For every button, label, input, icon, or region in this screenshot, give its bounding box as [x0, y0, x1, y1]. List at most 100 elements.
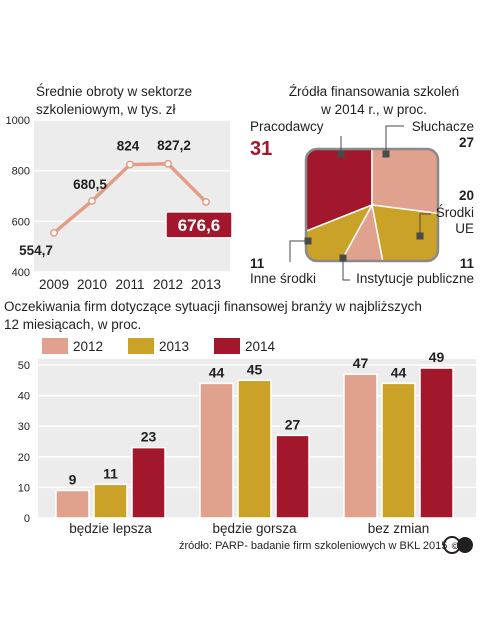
pie-leader-line	[385, 125, 404, 154]
bar-chart-bars: 9 11 23 44 45 27 47 44 49	[55, 349, 454, 519]
copyright-text: ©P	[452, 541, 465, 551]
line-chart-highlight-box	[165, 211, 233, 239]
bar-chart-title-line-1: Oczekiwania firm dotyczące sytuacji fina…	[4, 299, 422, 314]
line-chart-y-tick: 600	[12, 216, 30, 228]
pie-label: Słuchacze	[412, 119, 474, 134]
pie-slice	[306, 203, 374, 261]
pie-label: Pracodawcy	[250, 119, 324, 134]
pie-chart-title-line-2: w 2014 r., w proc.	[320, 102, 427, 117]
line-chart-x-tick: 2009	[39, 277, 69, 292]
pie-slice	[313, 202, 396, 261]
bar-chart-y-tick: 0	[24, 513, 30, 525]
bar-chart-y-tick: 40	[18, 391, 30, 403]
line-chart-x-ticks: 2009 2010 2011 2012 2013	[39, 277, 221, 292]
line-chart-point	[50, 228, 58, 237]
pie-value: 11	[460, 256, 475, 271]
bar-value-label: 23	[141, 429, 157, 445]
bar	[199, 382, 234, 519]
line-chart-y-ticks: 400 600 800 1000	[6, 115, 30, 279]
legend-swatch	[42, 338, 68, 354]
pie-label: Inne środki	[250, 271, 316, 286]
pie-leader-line	[289, 240, 308, 262]
bar-value-label: 9	[69, 471, 77, 487]
pie-label: Środki	[436, 205, 474, 220]
bar-value-label: 44	[391, 364, 407, 380]
line-chart-x-tick: 2013	[191, 277, 221, 292]
bar-chart-category-labels: będzie lepsza będzie gorsza bez zmian	[69, 521, 429, 536]
bar-category-label: będzie lepsza	[69, 521, 152, 536]
line-chart-title-line-2: szkoleniowym, w tys. zł	[36, 102, 176, 117]
pie-value: 27	[459, 135, 474, 150]
line-chart-y-tick: 400	[12, 267, 30, 279]
line-chart-plot-area	[34, 120, 230, 272]
line-chart-data-label: 554,7	[19, 243, 53, 258]
bar	[131, 446, 166, 519]
pie-chart-title-line-1: Źródła finansowania szkoleń	[289, 84, 459, 99]
line-chart-y-tick: 800	[12, 166, 30, 178]
legend-swatch	[128, 338, 154, 354]
bar-chart-y-ticks: 0 10 20 30 40 50	[18, 360, 30, 525]
pie-chart-frame	[304, 147, 440, 263]
bar	[275, 434, 310, 519]
pie-leader-marker	[337, 150, 345, 158]
bar-value-label: 47	[353, 355, 369, 371]
line-chart-point	[164, 159, 172, 168]
pie-leader-marker	[339, 254, 347, 262]
bar-chart-y-tick: 50	[18, 360, 30, 372]
line-chart-point	[126, 160, 134, 169]
line-chart-y-tick: 1000	[6, 115, 30, 127]
bar-value-label: 44	[209, 364, 225, 380]
line-chart-data-label: 680,5	[73, 177, 107, 192]
bar	[93, 483, 128, 519]
pie-leader-line	[342, 258, 350, 281]
line-chart-x-tick: 2010	[77, 277, 107, 292]
bar-category-label: będzie gorsza	[212, 521, 297, 536]
line-chart-data-label: 827,2	[157, 138, 191, 153]
pie-value: 20	[459, 188, 474, 203]
bar-chart-legend: 2012 2013 2014	[42, 338, 276, 354]
bar-chart-title-line-2: 12 miesiącach, w proc.	[4, 317, 141, 332]
pie-leader-marker	[382, 150, 390, 158]
pie-label: Instytucje publiczne	[356, 271, 474, 286]
line-chart-data-labels: 554,7 680,5 824 827,2 676,6	[19, 138, 233, 258]
bar-value-label: 27	[285, 416, 301, 432]
bar	[343, 373, 378, 519]
line-chart-x-tick: 2012	[153, 277, 183, 292]
bar-category-label: bez zmian	[368, 521, 430, 536]
pie-value: 31	[250, 138, 272, 160]
line-chart-points	[50, 159, 210, 237]
line-chart-data-label: 824	[117, 139, 140, 154]
pie-slice	[371, 149, 438, 221]
bar	[237, 379, 272, 519]
bar-value-label: 45	[247, 361, 263, 377]
copyright-logo: ©P	[443, 536, 473, 554]
legend-label: 2012	[73, 339, 103, 354]
legend-label: 2013	[159, 339, 189, 354]
pie-leader-marker	[416, 232, 424, 240]
bar	[381, 382, 416, 519]
pie-chart-annotations: Pracodawcy31Słuchacze2720ŚrodkiUE11Insty…	[250, 119, 474, 286]
line-chart-point	[202, 197, 210, 206]
pie-slice	[371, 204, 438, 261]
pie-leader-marker	[304, 237, 312, 245]
bar-value-label: 11	[103, 465, 118, 481]
pie-chart-slices	[306, 149, 438, 261]
bar-chart-y-tick: 20	[18, 452, 30, 464]
bar-value-label: 49	[429, 349, 445, 365]
source-note: źródło: PARP- badanie firm szkoleniowych…	[179, 540, 447, 552]
bar	[55, 489, 90, 519]
bar-chart-y-tick: 10	[18, 482, 30, 494]
line-chart-x-tick: 2011	[115, 277, 144, 292]
legend-swatch	[214, 338, 240, 354]
bar-chart-y-tick: 30	[18, 421, 30, 433]
bar	[419, 367, 454, 519]
pie-label: UE	[455, 221, 474, 236]
legend-label: 2014	[245, 339, 276, 354]
line-chart-data-label: 676,6	[178, 216, 221, 235]
line-chart-title-line-1: Średnie obroty w sektorze	[36, 84, 192, 99]
pie-slice	[306, 149, 373, 251]
line-chart-point	[88, 196, 96, 205]
pie-value: 11	[250, 256, 265, 271]
pie-leader-line	[419, 213, 431, 236]
